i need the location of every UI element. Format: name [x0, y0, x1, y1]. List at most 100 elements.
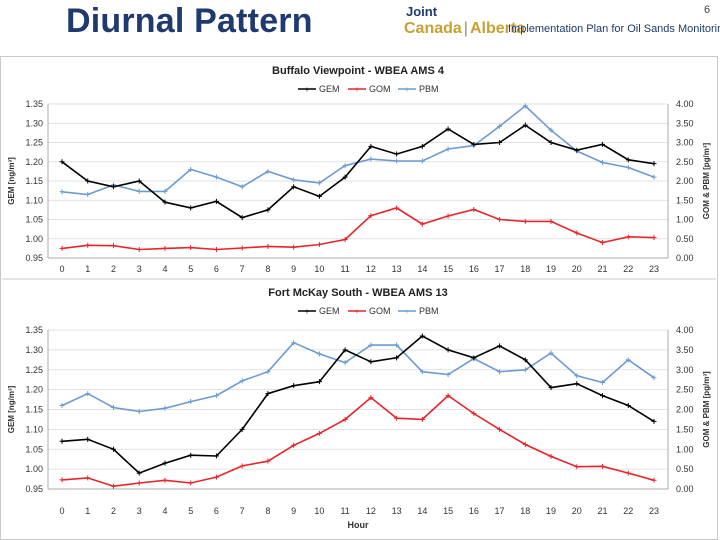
data-point-pbm [625, 357, 631, 363]
data-point-gom [291, 244, 297, 250]
y-axis-label: GEM [ng/m³] [7, 157, 16, 205]
data-point-pbm [651, 375, 657, 381]
x-tick-label: 8 [265, 506, 270, 516]
y-tick-label: 1.05 [25, 444, 43, 454]
data-point-gom [368, 395, 374, 401]
data-point-gem [342, 347, 348, 353]
x-tick-label: 5 [188, 264, 193, 274]
data-point-pbm [291, 340, 297, 346]
data-point-gom [59, 245, 65, 251]
logo: Joint Canada | Alberta Implementation Plan… [404, 4, 720, 44]
data-point-gem [471, 355, 477, 361]
data-point-gom [316, 242, 322, 248]
x-tick-label: 1 [85, 264, 90, 274]
data-point-pbm [162, 405, 168, 411]
data-point-gom [136, 247, 142, 253]
data-point-gem [522, 357, 528, 363]
data-point-gom [85, 242, 91, 248]
data-point-pbm [316, 180, 322, 186]
slide-title: Diurnal Pattern [66, 2, 313, 40]
data-point-gem [625, 403, 631, 409]
y2-tick-label: 0.50 [676, 234, 694, 244]
y2-tick-label: 0.00 [676, 253, 694, 263]
data-point-pbm [368, 156, 374, 162]
legend-marker-gom: + [355, 85, 360, 94]
data-point-gem [136, 470, 142, 476]
y-tick-label: 1.15 [25, 405, 43, 415]
data-point-gem [316, 379, 322, 385]
data-point-gem [548, 140, 554, 145]
y-tick-label: 1.20 [25, 385, 43, 395]
data-point-gom [445, 213, 451, 219]
data-point-pbm [59, 189, 65, 195]
legend-marker-gem: + [305, 85, 310, 94]
x-tick-label: 19 [546, 506, 556, 516]
logo-line1: Joint [406, 4, 438, 19]
data-point-gem [651, 161, 657, 167]
series-line-pbm [61, 341, 655, 413]
x-tick-label: 17 [495, 264, 505, 274]
data-point-gem [291, 383, 297, 389]
data-point-pbm [548, 127, 554, 133]
data-point-gem [110, 446, 116, 452]
x-tick-label: 11 [340, 506, 349, 516]
x-tick-label: 17 [495, 506, 505, 516]
y2-tick-label: 1.50 [676, 424, 694, 434]
y2-axis-label: GOM & PBM [pg/m³] [702, 371, 711, 448]
data-point-gom [368, 213, 374, 219]
x-tick-label: 14 [417, 506, 427, 516]
legend-label-gem: GEM [319, 306, 340, 316]
x-tick-label: 4 [162, 264, 167, 274]
data-point-gem [548, 385, 554, 391]
data-point-gem [471, 141, 477, 147]
x-tick-label: 22 [623, 506, 633, 516]
data-point-pbm [625, 165, 631, 171]
data-point-pbm [239, 378, 245, 384]
data-point-gom [85, 475, 91, 481]
data-point-pbm [188, 399, 194, 405]
x-tick-label: 9 [291, 264, 296, 274]
x-tick-label: 0 [59, 264, 64, 274]
x-tick-label: 6 [214, 264, 219, 274]
data-point-gem [394, 151, 400, 157]
y-tick-label: 1.10 [25, 424, 43, 434]
data-point-gom [162, 245, 168, 251]
y2-tick-label: 3.50 [676, 118, 694, 128]
x-tick-label: 21 [598, 506, 608, 516]
chart-title: Fort McKay South - WBEA AMS 13 [268, 287, 447, 299]
y-tick-label: 1.00 [25, 234, 43, 244]
data-point-gem [265, 207, 271, 213]
logo-separator: | [463, 20, 468, 37]
data-point-gem [213, 453, 219, 459]
y-tick-label: 0.95 [25, 253, 43, 263]
data-point-gem [445, 347, 451, 353]
data-point-pbm [213, 393, 219, 399]
data-point-pbm [497, 369, 503, 375]
legend-label-gem: GEM [319, 84, 340, 94]
y2-tick-label: 0.00 [676, 484, 694, 494]
data-point-gem [110, 184, 116, 190]
data-point-gom [394, 205, 400, 211]
y-tick-label: 1.35 [25, 325, 43, 335]
x-tick-label: 11 [340, 264, 349, 274]
x-tick-label: 23 [649, 264, 659, 274]
data-point-pbm [213, 174, 219, 180]
y2-axis-label: GOM & PBM [pg/m³] [702, 142, 711, 219]
series-line-gem [61, 124, 655, 219]
data-point-gom [419, 416, 425, 422]
data-point-pbm [445, 372, 451, 378]
logo-line2: Canada | Alberta [404, 20, 525, 38]
logo-canada: Canada [404, 20, 462, 37]
y2-tick-label: 2.50 [676, 385, 694, 395]
data-point-pbm [110, 405, 116, 411]
data-point-gom [59, 477, 65, 483]
data-point-pbm [419, 158, 425, 164]
y2-tick-label: 3.00 [676, 365, 694, 375]
data-point-gom [497, 426, 503, 432]
y-tick-label: 1.00 [25, 464, 43, 474]
y-tick-label: 1.35 [25, 99, 43, 109]
data-point-gom [239, 245, 245, 251]
data-point-gom [110, 243, 116, 249]
x-tick-label: 15 [443, 264, 453, 274]
data-point-pbm [394, 342, 400, 348]
